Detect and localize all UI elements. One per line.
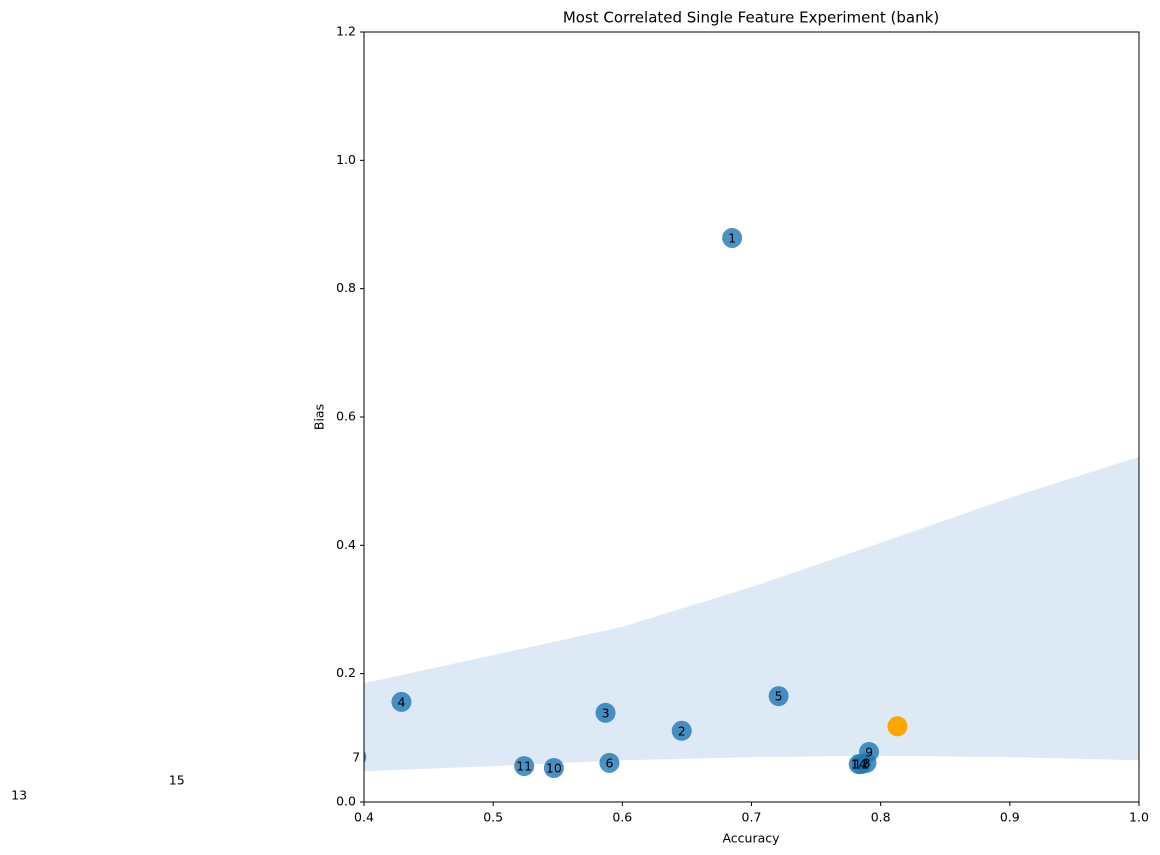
point <box>364 750 367 764</box>
x-tick-label: 0.5 <box>483 810 503 825</box>
y-tick-label: 0.6 <box>336 409 356 424</box>
x-tick-label: 0.7 <box>742 810 762 825</box>
x-axis-label: Accuracy <box>722 831 780 846</box>
point-label: 13 <box>11 787 27 802</box>
point-label: 14 <box>851 757 867 772</box>
x-tick-label: 0.4 <box>354 810 374 825</box>
x-tick-label: 1.0 <box>1129 810 1149 825</box>
plot-area <box>364 227 1139 778</box>
point <box>595 702 616 723</box>
x-tick-label: 0.8 <box>871 810 891 825</box>
point-label: 12 <box>853 757 869 772</box>
point-label: 7 <box>352 750 360 765</box>
point <box>543 757 564 778</box>
point <box>848 754 869 775</box>
point-label: 6 <box>605 755 613 770</box>
point-label: 3 <box>602 705 610 720</box>
point-label: 8 <box>862 755 870 770</box>
point-label: 9 <box>865 744 873 759</box>
point <box>391 691 412 712</box>
y-tick-label: 0.0 <box>336 794 356 809</box>
point <box>768 686 789 707</box>
point-label: 1 <box>728 230 736 245</box>
point-label: 5 <box>775 689 783 704</box>
y-tick-label: 1.0 <box>336 152 356 167</box>
y-tick-label: 0.2 <box>336 665 356 680</box>
y-tick-label: 1.2 <box>336 24 356 39</box>
point-label: 11 <box>516 759 532 774</box>
chart-title: Most Correlated Single Feature Experimen… <box>563 9 939 27</box>
point-label: 15 <box>169 773 185 788</box>
point <box>722 227 743 248</box>
y-tick-label: 0.4 <box>336 537 356 552</box>
point <box>599 752 620 773</box>
point-label: 10 <box>546 760 562 775</box>
point-label: 2 <box>678 723 686 738</box>
point <box>887 716 908 737</box>
point-label: 4 <box>397 694 405 709</box>
point <box>671 720 692 741</box>
y-tick-label: 0.8 <box>336 280 356 295</box>
confidence-band <box>364 456 1139 772</box>
y-axis-label: Bias <box>312 404 327 430</box>
x-tick-label: 0.9 <box>1000 810 1020 825</box>
point <box>514 756 535 777</box>
x-tick-label: 0.6 <box>612 810 632 825</box>
